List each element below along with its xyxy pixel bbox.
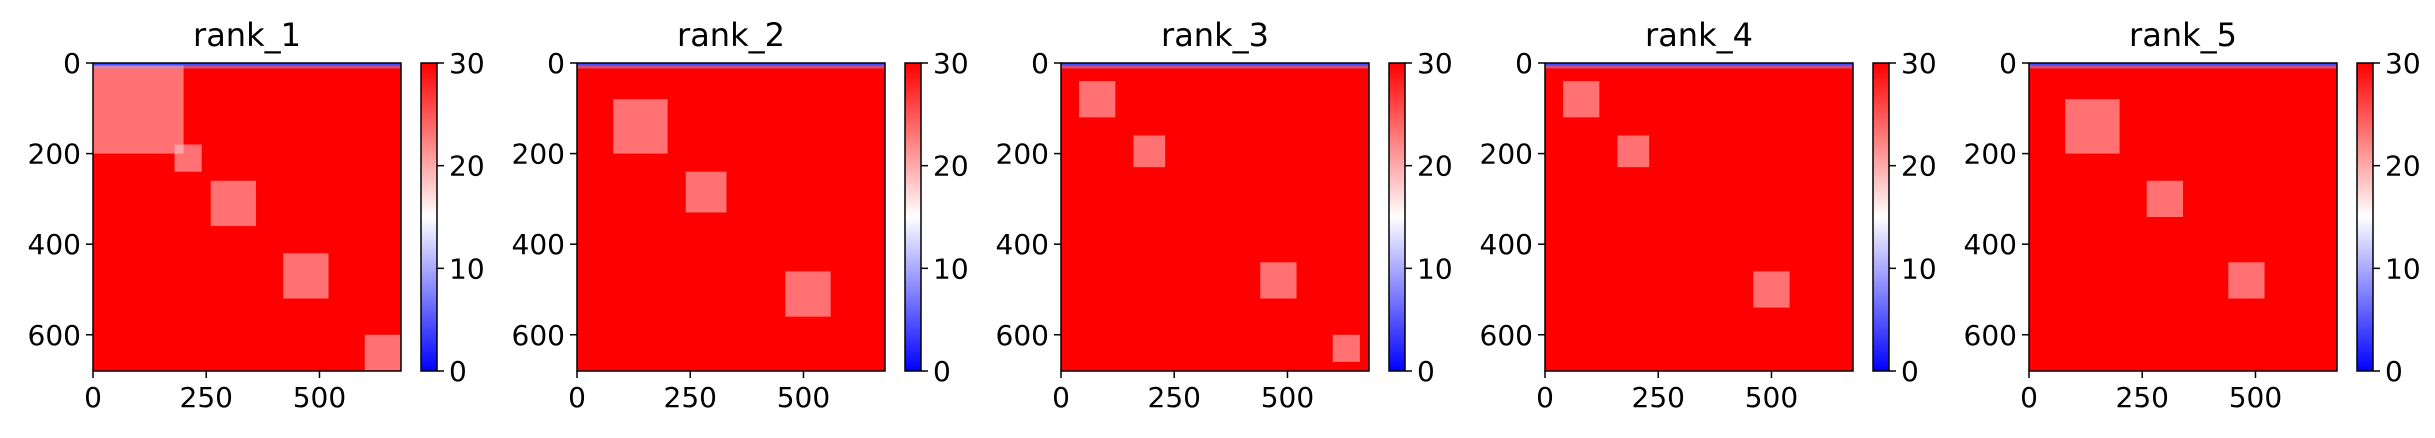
x-tick-label: 0 bbox=[84, 381, 102, 414]
domain-block bbox=[785, 271, 831, 317]
panel-title: rank_3 bbox=[1161, 16, 1269, 54]
plot-frame bbox=[2028, 62, 2338, 372]
y-tick-label: 600 bbox=[512, 319, 565, 352]
domain-block bbox=[1133, 135, 1166, 168]
y-tick-label: 600 bbox=[996, 319, 1049, 352]
panel-title: rank_5 bbox=[2129, 16, 2237, 54]
colorbar-tick-label: 20 bbox=[1417, 150, 1453, 183]
domain-block bbox=[2146, 180, 2183, 217]
y-tick-label: 200 bbox=[1964, 138, 2017, 171]
panel-title: rank_2 bbox=[677, 16, 785, 54]
y-tick-label: 200 bbox=[512, 138, 565, 171]
x-tick-label: 250 bbox=[1148, 381, 1201, 414]
colorbar bbox=[1872, 62, 1890, 372]
domain-block bbox=[613, 99, 668, 154]
colorbar-tick-label: 30 bbox=[449, 47, 485, 80]
x-tick-label: 500 bbox=[293, 381, 346, 414]
x-tick-label: 250 bbox=[1632, 381, 1685, 414]
colorbar-tick-label: 20 bbox=[1901, 150, 1937, 183]
y-tick-label: 0 bbox=[63, 47, 81, 80]
plot-frame bbox=[576, 62, 886, 372]
colorbar bbox=[904, 62, 922, 372]
y-tick-label: 600 bbox=[28, 319, 81, 352]
domain-block bbox=[93, 63, 184, 154]
domain-block bbox=[2065, 99, 2120, 154]
colorbar bbox=[1388, 62, 1406, 372]
y-tick-label: 400 bbox=[1480, 228, 1533, 261]
domain-block bbox=[1260, 262, 1297, 299]
y-tick-label: 600 bbox=[1480, 319, 1533, 352]
colorbar-tick-label: 0 bbox=[933, 355, 951, 388]
y-tick-label: 400 bbox=[28, 228, 81, 261]
domain-block bbox=[1753, 271, 1790, 308]
y-tick-label: 0 bbox=[1999, 47, 2017, 80]
domain-block bbox=[1079, 81, 1116, 118]
colorbar-tick-label: 10 bbox=[1417, 252, 1453, 285]
plot-frame bbox=[92, 62, 402, 372]
panel-title: rank_4 bbox=[1645, 16, 1753, 54]
y-tick-label: 200 bbox=[1480, 138, 1533, 171]
colorbar-tick-label: 0 bbox=[1901, 355, 1919, 388]
x-tick-label: 0 bbox=[1052, 381, 1070, 414]
colorbar-tick-label: 30 bbox=[1417, 47, 1453, 80]
domain-block bbox=[685, 171, 727, 213]
colorbar-tick-label: 0 bbox=[2385, 355, 2403, 388]
x-tick-label: 0 bbox=[568, 381, 586, 414]
colorbar bbox=[420, 62, 438, 372]
colorbar-tick-label: 10 bbox=[2385, 252, 2421, 285]
colorbar bbox=[2356, 62, 2374, 372]
y-tick-label: 400 bbox=[996, 228, 1049, 261]
x-tick-label: 500 bbox=[1261, 381, 1314, 414]
domain-block bbox=[1617, 135, 1650, 168]
x-tick-label: 250 bbox=[664, 381, 717, 414]
y-tick-label: 200 bbox=[996, 138, 1049, 171]
domain-block bbox=[283, 253, 329, 299]
panel-title: rank_1 bbox=[193, 16, 301, 54]
y-tick-label: 0 bbox=[1031, 47, 1049, 80]
y-tick-label: 0 bbox=[1515, 47, 1533, 80]
plot-frame bbox=[1060, 62, 1370, 372]
colorbar-tick-label: 0 bbox=[449, 355, 467, 388]
y-tick-label: 600 bbox=[1964, 319, 2017, 352]
colorbar-tick-label: 10 bbox=[933, 252, 969, 285]
domain-block bbox=[174, 144, 202, 172]
colorbar-tick-label: 30 bbox=[2385, 47, 2421, 80]
domain-block bbox=[364, 334, 401, 371]
domain-block bbox=[1563, 81, 1600, 118]
x-tick-label: 0 bbox=[1536, 381, 1554, 414]
colorbar-tick-label: 10 bbox=[449, 252, 485, 285]
y-tick-label: 200 bbox=[28, 138, 81, 171]
x-tick-label: 250 bbox=[2116, 381, 2169, 414]
plot-frame bbox=[1544, 62, 1854, 372]
colorbar-tick-label: 20 bbox=[2385, 150, 2421, 183]
colorbar-tick-label: 0 bbox=[1417, 355, 1435, 388]
y-tick-label: 0 bbox=[547, 47, 565, 80]
x-tick-label: 250 bbox=[180, 381, 233, 414]
colorbar-tick-label: 20 bbox=[933, 150, 969, 183]
x-tick-label: 0 bbox=[2020, 381, 2038, 414]
colorbar-tick-label: 30 bbox=[1901, 47, 1937, 80]
colorbar-tick-label: 10 bbox=[1901, 252, 1937, 285]
domain-block bbox=[2228, 262, 2265, 299]
domain-block bbox=[1332, 334, 1360, 362]
domain-block bbox=[210, 180, 257, 227]
x-tick-label: 500 bbox=[2229, 381, 2282, 414]
colorbar-tick-label: 20 bbox=[449, 150, 485, 183]
colorbar-tick-label: 30 bbox=[933, 47, 969, 80]
y-tick-label: 400 bbox=[1964, 228, 2017, 261]
y-tick-label: 400 bbox=[512, 228, 565, 261]
x-tick-label: 500 bbox=[777, 381, 830, 414]
x-tick-label: 500 bbox=[1745, 381, 1798, 414]
